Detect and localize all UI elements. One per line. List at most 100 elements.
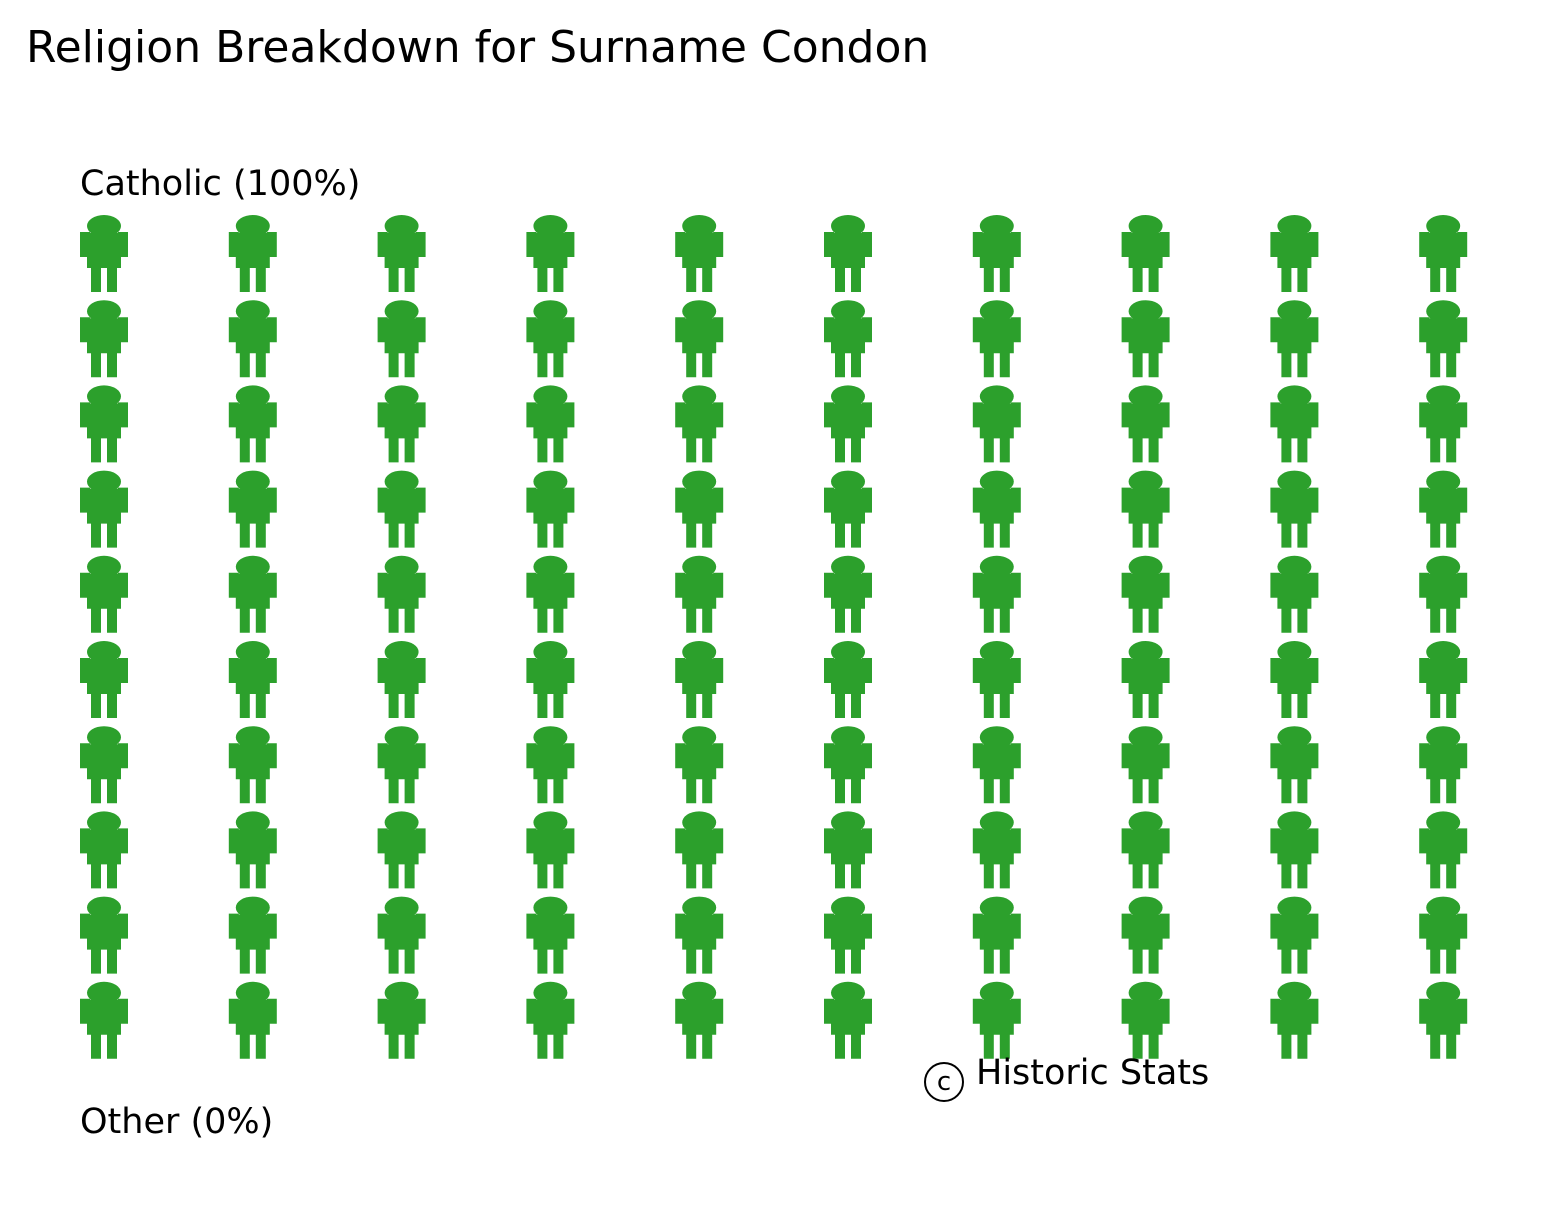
person-icon xyxy=(972,385,1021,463)
person-icon xyxy=(824,300,872,378)
person-icon xyxy=(80,981,128,1059)
person-icon xyxy=(675,811,724,889)
person-icon xyxy=(1121,726,1170,804)
person-icon xyxy=(1419,981,1468,1059)
person-icon xyxy=(526,726,575,804)
person-icon xyxy=(1121,896,1170,974)
person-icon xyxy=(80,215,128,292)
person-icon xyxy=(824,385,872,463)
person-icon xyxy=(1121,641,1170,718)
person-icon xyxy=(824,726,872,804)
person-icon xyxy=(1270,726,1319,804)
person-icon xyxy=(377,981,426,1059)
person-icon xyxy=(526,981,575,1059)
person-icon xyxy=(80,300,128,378)
person-icon xyxy=(972,470,1021,548)
person-icon xyxy=(1419,896,1468,974)
person-icon xyxy=(972,896,1021,974)
person-icon xyxy=(80,555,128,633)
person-icon xyxy=(1270,981,1319,1059)
person-icon xyxy=(1270,641,1319,718)
person-icon xyxy=(675,641,724,718)
person-icon xyxy=(228,215,277,292)
person-icon xyxy=(675,300,724,378)
person-icon xyxy=(824,981,872,1059)
person-icon xyxy=(972,641,1021,718)
person-icon xyxy=(972,811,1021,889)
person-icon xyxy=(228,555,277,633)
person-icon xyxy=(228,896,277,974)
person-icon xyxy=(228,300,277,378)
person-icon xyxy=(526,300,575,378)
person-icon xyxy=(1270,300,1319,378)
category-label-other: Other (0%) xyxy=(80,1102,274,1142)
person-icon xyxy=(824,555,872,633)
category-label-catholic: Catholic (100%) xyxy=(80,164,361,204)
person-icon xyxy=(1419,385,1468,463)
person-icon xyxy=(972,215,1021,292)
person-icon xyxy=(824,811,872,889)
person-icon xyxy=(228,811,277,889)
person-icon xyxy=(1270,215,1319,292)
chart-title: Religion Breakdown for Surname Condon xyxy=(26,22,930,73)
person-icon xyxy=(824,470,872,548)
person-icon xyxy=(824,215,872,292)
person-icon xyxy=(377,811,426,889)
person-icon xyxy=(377,555,426,633)
person-icon xyxy=(228,385,277,463)
person-icon xyxy=(377,896,426,974)
person-icon xyxy=(972,300,1021,378)
person-icon xyxy=(1121,811,1170,889)
person-icon xyxy=(228,641,277,718)
person-icon xyxy=(675,726,724,804)
person-icon xyxy=(80,641,128,718)
person-icon xyxy=(526,896,575,974)
person-icon xyxy=(80,811,128,889)
person-icon xyxy=(1121,470,1170,548)
person-icon xyxy=(526,641,575,718)
person-icon xyxy=(675,555,724,633)
person-icon xyxy=(377,726,426,804)
person-icon xyxy=(377,385,426,463)
person-icon xyxy=(675,385,724,463)
copyright-notice: c Historic Stats xyxy=(924,1050,1209,1102)
person-icon xyxy=(377,215,426,292)
person-icon xyxy=(228,470,277,548)
person-icon xyxy=(824,641,872,718)
person-icon xyxy=(972,555,1021,633)
person-icon xyxy=(228,726,277,804)
person-icon xyxy=(80,385,128,463)
person-icon xyxy=(1270,811,1319,889)
person-icon xyxy=(526,215,575,292)
person-icon xyxy=(377,300,426,378)
person-icon xyxy=(1270,555,1319,633)
copyright-text: Historic Stats xyxy=(976,1053,1210,1093)
person-icon xyxy=(1270,896,1319,974)
person-icon xyxy=(1270,470,1319,548)
person-icon xyxy=(80,896,128,974)
person-icon xyxy=(1419,470,1468,548)
person-icon xyxy=(80,726,128,804)
person-icon xyxy=(675,470,724,548)
person-icon xyxy=(1270,385,1319,463)
person-icon xyxy=(377,470,426,548)
person-icon xyxy=(526,385,575,463)
person-icon xyxy=(526,811,575,889)
person-icon xyxy=(1419,215,1468,292)
copyright-icon: c xyxy=(924,1062,964,1102)
person-icon xyxy=(377,641,426,718)
person-icon xyxy=(1121,981,1170,1059)
person-icon xyxy=(1419,641,1468,718)
person-icon xyxy=(526,470,575,548)
person-icon xyxy=(1121,385,1170,463)
person-icon xyxy=(675,896,724,974)
person-icon xyxy=(1419,300,1468,378)
person-icon xyxy=(1121,555,1170,633)
person-icon xyxy=(972,981,1021,1059)
person-icon xyxy=(228,981,277,1059)
person-icon xyxy=(972,726,1021,804)
person-icon xyxy=(1121,215,1170,292)
person-icon xyxy=(1419,726,1468,804)
person-icon xyxy=(824,896,872,974)
